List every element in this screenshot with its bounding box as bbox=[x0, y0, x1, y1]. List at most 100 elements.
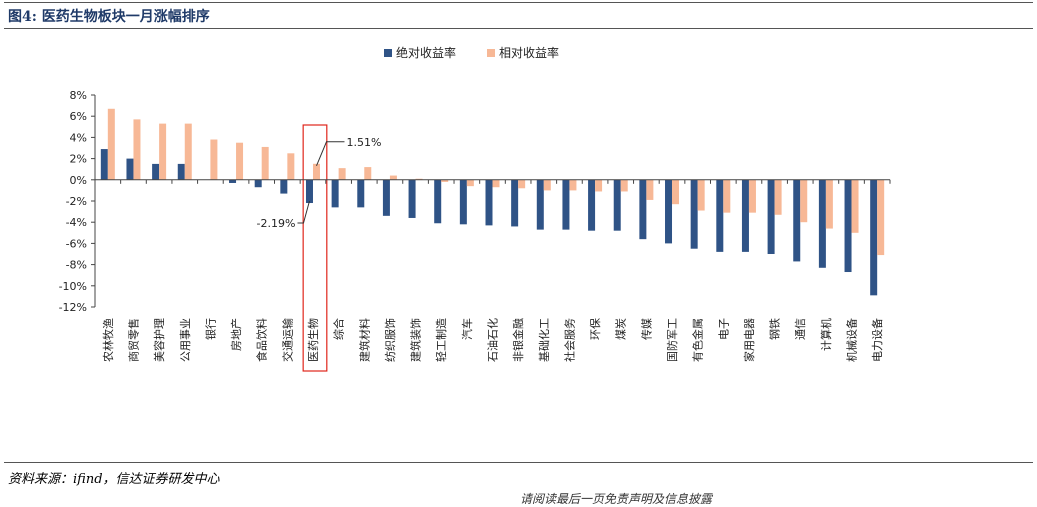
bar-relative bbox=[646, 180, 653, 200]
y-tick-label: -4% bbox=[66, 216, 87, 229]
bar-absolute bbox=[357, 180, 364, 208]
bar-relative bbox=[159, 124, 166, 180]
x-tick-label: 食品饮料 bbox=[255, 318, 269, 362]
annotation-leader bbox=[316, 142, 344, 166]
x-tick-label: 电力设备 bbox=[870, 318, 884, 362]
x-tick-label: 钢铁 bbox=[769, 318, 782, 340]
bar-relative bbox=[262, 147, 269, 180]
y-tick-label: 0% bbox=[70, 174, 87, 187]
bar-absolute bbox=[845, 180, 852, 272]
y-tick-label: 6% bbox=[70, 110, 87, 123]
y-tick-label: -12% bbox=[59, 301, 87, 314]
bar-absolute bbox=[716, 180, 723, 252]
x-tick-label: 美容护理 bbox=[152, 318, 166, 362]
x-tick-label: 非银金融 bbox=[511, 318, 525, 362]
y-tick-label: 2% bbox=[70, 153, 87, 166]
x-tick-label: 社会服务 bbox=[562, 318, 576, 362]
bar-absolute bbox=[691, 180, 698, 249]
bar-absolute bbox=[434, 180, 441, 223]
x-tick-label: 医药生物 bbox=[306, 318, 320, 362]
x-tick-label: 电子 bbox=[717, 318, 730, 340]
bottom-rule bbox=[4, 462, 1033, 463]
bar-relative bbox=[595, 180, 602, 192]
x-tick-label: 国防军工 bbox=[665, 318, 679, 362]
y-tick-label: -8% bbox=[66, 259, 87, 272]
x-tick-label: 基础化工 bbox=[537, 318, 551, 362]
bar-relative bbox=[723, 180, 730, 213]
y-tick-label: -2% bbox=[66, 195, 87, 208]
x-tick-label: 计算机 bbox=[819, 318, 833, 351]
bar-relative bbox=[133, 119, 140, 179]
bar-absolute bbox=[255, 180, 262, 187]
disclaimer-text: 请阅读最后一页免责声明及信息披露 bbox=[520, 490, 712, 507]
bar-absolute bbox=[383, 180, 390, 216]
x-tick-label: 综合 bbox=[332, 318, 346, 340]
x-tick-label: 交通运输 bbox=[280, 318, 294, 362]
annotation-label: -2.19% bbox=[257, 217, 296, 230]
x-tick-label: 房地产 bbox=[229, 318, 243, 351]
bar-relative bbox=[339, 168, 346, 180]
bar-relative bbox=[698, 180, 705, 211]
bar-absolute bbox=[101, 149, 108, 180]
legend-swatch bbox=[487, 49, 495, 57]
y-tick-label: 4% bbox=[70, 131, 87, 144]
bar-absolute bbox=[793, 180, 800, 262]
bar-absolute bbox=[537, 180, 544, 230]
bar-absolute bbox=[742, 180, 749, 252]
bar-absolute bbox=[332, 180, 339, 208]
x-tick-label: 环保 bbox=[588, 318, 602, 340]
bar-relative bbox=[569, 180, 576, 191]
bar-relative bbox=[236, 143, 243, 180]
bar-relative bbox=[493, 180, 500, 187]
bar-absolute bbox=[562, 180, 569, 230]
bar-relative bbox=[852, 180, 859, 233]
bar-relative bbox=[210, 140, 217, 180]
bar-absolute bbox=[126, 159, 133, 180]
x-tick-label: 建筑材料 bbox=[357, 318, 371, 362]
bar-absolute bbox=[486, 180, 493, 226]
x-tick-label: 银行 bbox=[203, 318, 217, 340]
annotation-label: 1.51% bbox=[346, 136, 381, 149]
x-tick-label: 公用事业 bbox=[179, 318, 192, 362]
x-tick-label: 机械设备 bbox=[845, 318, 859, 362]
x-tick-label: 建筑装饰 bbox=[409, 318, 423, 362]
source-note: 资料来源：ifind，信达证券研发中心 bbox=[8, 468, 220, 487]
bar-relative bbox=[287, 153, 294, 180]
bar-relative bbox=[826, 180, 833, 229]
legend-swatch bbox=[384, 49, 392, 57]
legend-label: 相对收益率 bbox=[499, 45, 559, 60]
x-tick-label: 汽车 bbox=[460, 318, 474, 340]
bar-absolute bbox=[665, 180, 672, 244]
bar-relative bbox=[518, 180, 525, 188]
bar-relative bbox=[800, 180, 807, 222]
bar-relative bbox=[364, 167, 371, 180]
x-tick-label: 有色金属 bbox=[691, 318, 705, 362]
bar-relative bbox=[185, 124, 192, 180]
x-tick-label: 轻工制造 bbox=[434, 318, 448, 362]
bar-relative bbox=[749, 180, 756, 213]
bar-relative bbox=[621, 180, 628, 192]
x-tick-label: 煤炭 bbox=[615, 318, 628, 340]
x-tick-label: 农林牧渔 bbox=[101, 318, 115, 362]
bar-relative bbox=[544, 180, 551, 191]
bar-absolute bbox=[152, 164, 159, 180]
x-tick-label: 商贸零售 bbox=[126, 318, 140, 362]
bar-absolute bbox=[819, 180, 826, 268]
bar-absolute bbox=[511, 180, 518, 227]
x-tick-label: 家用电器 bbox=[742, 318, 756, 362]
x-tick-label: 纺织服饰 bbox=[383, 318, 397, 362]
bar-absolute bbox=[768, 180, 775, 254]
bar-absolute bbox=[639, 180, 646, 239]
bar-absolute bbox=[178, 164, 185, 180]
bar-absolute bbox=[280, 180, 287, 194]
x-tick-label: 通信 bbox=[794, 318, 807, 340]
bar-absolute bbox=[870, 180, 877, 296]
y-tick-label: -6% bbox=[66, 237, 87, 250]
bar-relative bbox=[775, 180, 782, 215]
x-tick-label: 石油石化 bbox=[486, 318, 500, 362]
bar-relative bbox=[108, 109, 115, 180]
x-tick-label: 传媒 bbox=[640, 318, 653, 340]
bar-relative bbox=[467, 180, 474, 186]
bar-relative bbox=[313, 164, 320, 180]
